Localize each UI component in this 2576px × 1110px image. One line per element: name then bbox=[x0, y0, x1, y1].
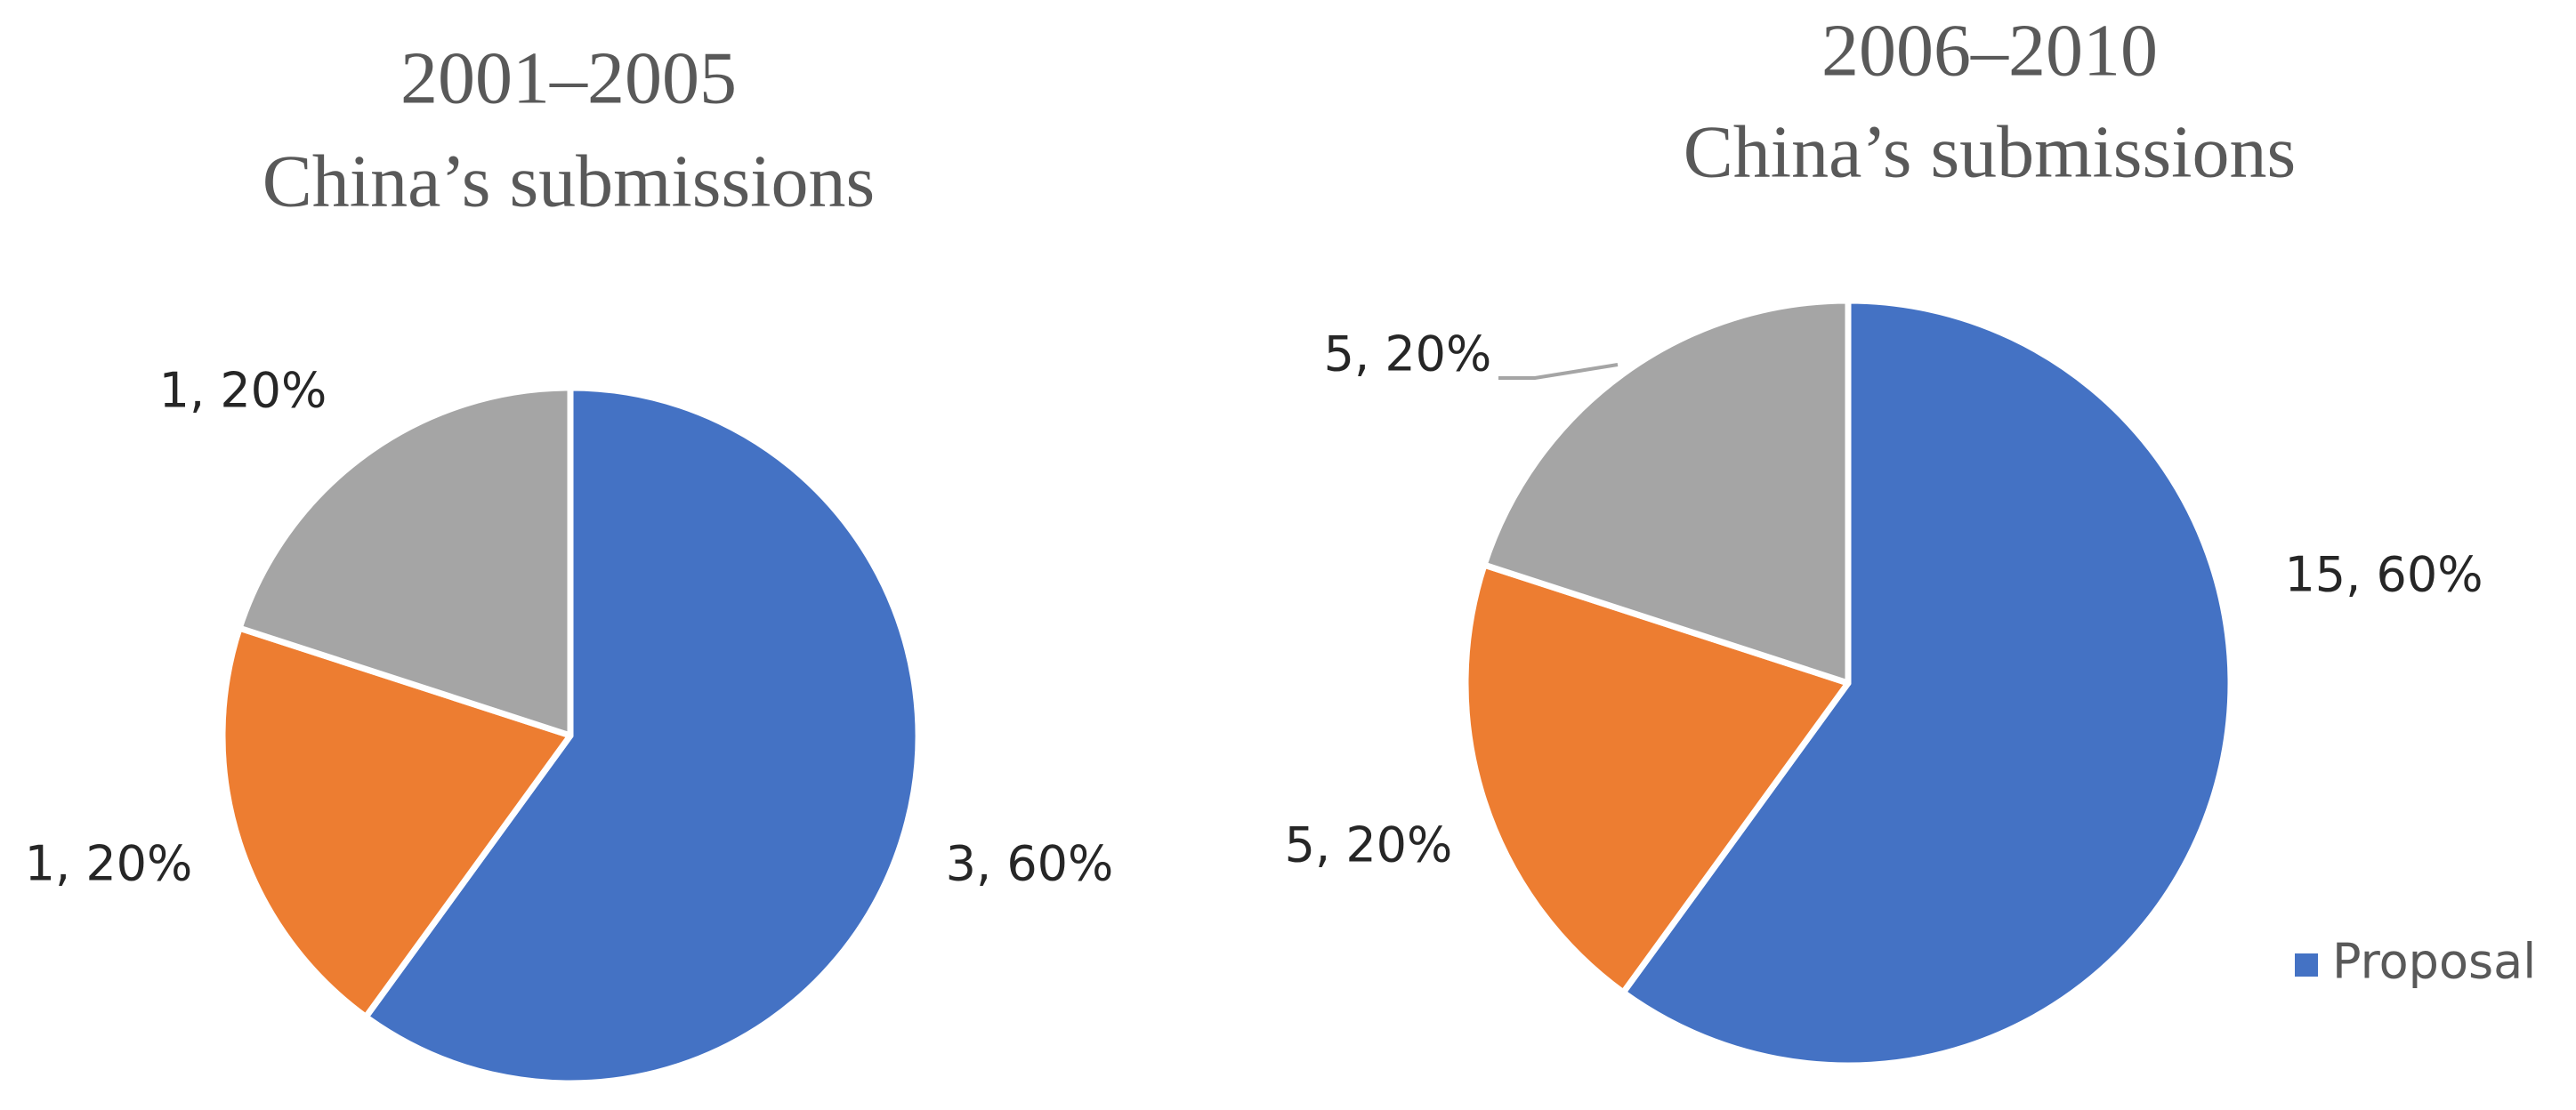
data-label: 1, 20% bbox=[25, 836, 193, 892]
data-label: 1, 20% bbox=[159, 363, 327, 419]
pie-slice bbox=[219, 624, 574, 1020]
chart-title: 2006–2010 bbox=[1821, 9, 2158, 92]
data-label: 5, 20% bbox=[1324, 326, 1492, 382]
chart-title: 2001–2005 bbox=[400, 36, 737, 119]
data-label: 5, 20% bbox=[1285, 817, 1453, 873]
chart-subtitle: China’s submissions bbox=[262, 140, 875, 222]
data-label: 15, 60% bbox=[2284, 547, 2483, 603]
leader-line bbox=[1498, 363, 1619, 380]
pie-slice bbox=[1462, 561, 1852, 996]
data-label: 3, 60% bbox=[946, 836, 1114, 892]
legend-swatch bbox=[2295, 953, 2318, 977]
pie-slice bbox=[236, 384, 574, 739]
pie-slice bbox=[1481, 297, 1852, 687]
chart-subtitle: China’s submissions bbox=[1684, 110, 2296, 193]
pie-slice bbox=[1619, 297, 2234, 1069]
legend-label: Proposal bbox=[2332, 934, 2536, 990]
pie-slice bbox=[362, 384, 922, 1087]
